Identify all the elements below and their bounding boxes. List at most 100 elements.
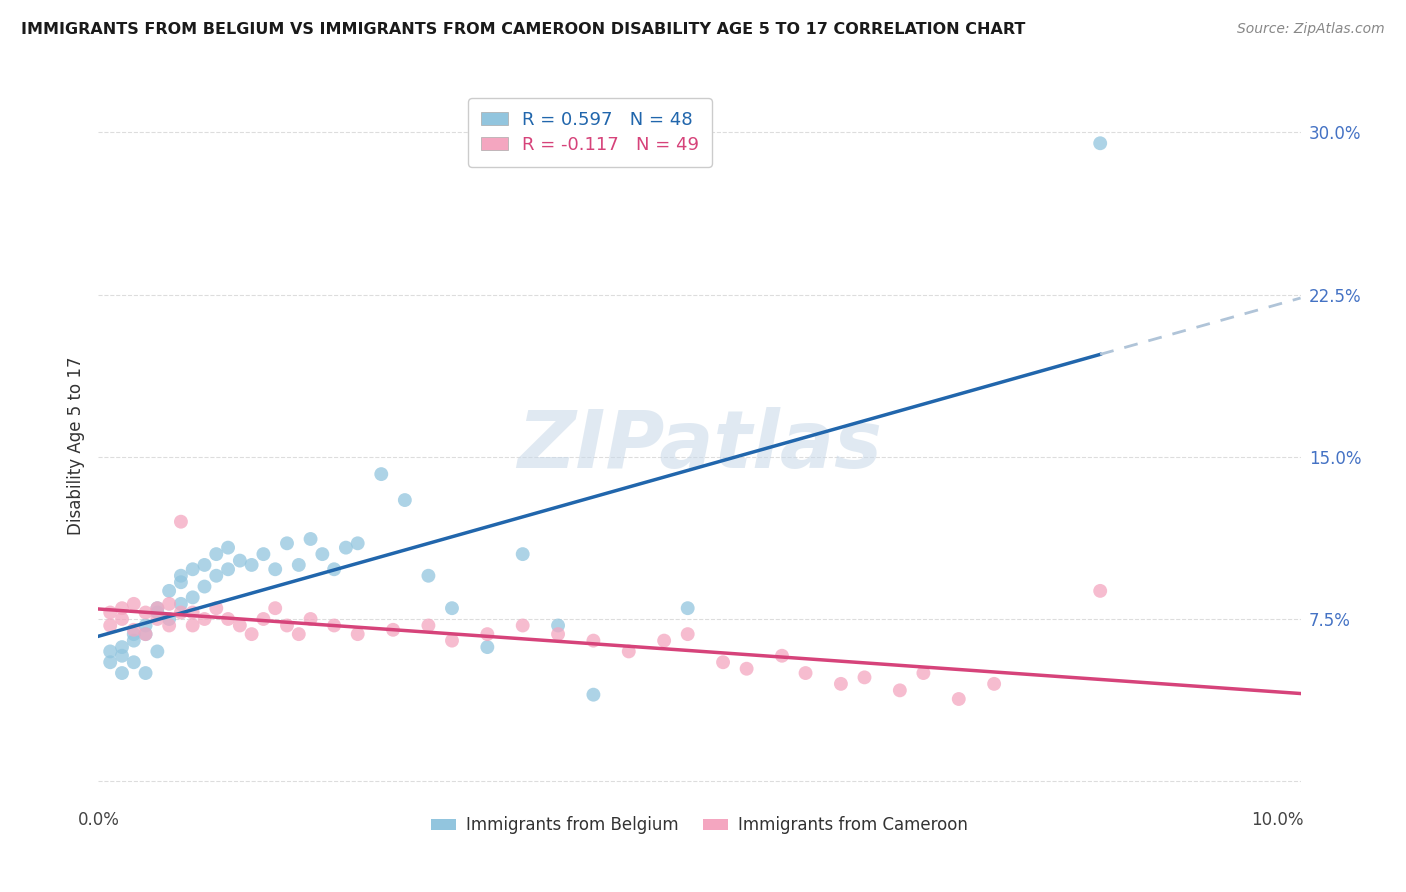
Point — [135, 618, 157, 632]
Point — [98, 618, 121, 632]
Point — [830, 677, 852, 691]
Point — [547, 618, 569, 632]
Point — [335, 541, 357, 555]
Point — [135, 627, 157, 641]
Y-axis label: Disability Age 5 to 17: Disability Age 5 to 17 — [66, 357, 84, 535]
Point — [170, 606, 193, 620]
Point — [477, 627, 499, 641]
Point — [276, 618, 298, 632]
Point — [440, 633, 463, 648]
Text: IMMIGRANTS FROM BELGIUM VS IMMIGRANTS FROM CAMEROON DISABILITY AGE 5 TO 17 CORRE: IMMIGRANTS FROM BELGIUM VS IMMIGRANTS FR… — [21, 22, 1025, 37]
Point — [229, 618, 252, 632]
Point — [122, 655, 145, 669]
Point — [157, 618, 180, 632]
Point — [146, 644, 169, 658]
Point — [111, 648, 134, 663]
Point — [122, 597, 145, 611]
Point — [146, 606, 169, 620]
Point — [98, 644, 121, 658]
Point — [170, 515, 193, 529]
Point — [146, 612, 169, 626]
Point — [146, 601, 169, 615]
Text: ZIPatlas: ZIPatlas — [517, 407, 882, 485]
Point — [252, 547, 274, 561]
Point — [205, 601, 228, 615]
Point — [193, 612, 215, 626]
Point — [311, 547, 333, 561]
Point — [735, 662, 758, 676]
Point — [229, 553, 252, 567]
Point — [170, 597, 193, 611]
Legend: Immigrants from Belgium, Immigrants from Cameroon: Immigrants from Belgium, Immigrants from… — [425, 810, 974, 841]
Point — [205, 568, 228, 582]
Text: Source: ZipAtlas.com: Source: ZipAtlas.com — [1237, 22, 1385, 37]
Point — [135, 627, 157, 641]
Point — [193, 580, 215, 594]
Point — [418, 568, 440, 582]
Point — [146, 601, 169, 615]
Point — [217, 541, 239, 555]
Point — [217, 562, 239, 576]
Point — [170, 575, 193, 590]
Point — [181, 606, 204, 620]
Point — [252, 612, 274, 626]
Point — [889, 683, 911, 698]
Point — [512, 547, 534, 561]
Point — [512, 618, 534, 632]
Point — [477, 640, 499, 654]
Point — [346, 627, 368, 641]
Point — [346, 536, 368, 550]
Point — [205, 547, 228, 561]
Point — [193, 558, 215, 572]
Point — [299, 612, 322, 626]
Point — [111, 612, 134, 626]
Point — [983, 677, 1005, 691]
Point — [135, 606, 157, 620]
Point — [264, 562, 287, 576]
Point — [1088, 583, 1111, 598]
Point — [853, 670, 876, 684]
Point — [299, 532, 322, 546]
Point — [288, 558, 311, 572]
Point — [948, 692, 970, 706]
Point — [98, 606, 121, 620]
Point — [370, 467, 392, 482]
Point — [652, 633, 675, 648]
Point — [157, 597, 180, 611]
Point — [157, 612, 180, 626]
Point — [240, 627, 263, 641]
Point — [676, 627, 699, 641]
Point — [617, 644, 640, 658]
Point — [582, 688, 605, 702]
Point — [711, 655, 734, 669]
Point — [111, 640, 134, 654]
Point — [240, 558, 263, 572]
Point — [111, 666, 134, 681]
Point — [111, 601, 134, 615]
Point — [1088, 136, 1111, 151]
Point — [122, 627, 145, 641]
Point — [135, 666, 157, 681]
Point — [440, 601, 463, 615]
Point — [181, 591, 204, 605]
Point — [323, 562, 346, 576]
Point — [547, 627, 569, 641]
Point — [323, 618, 346, 632]
Point — [181, 618, 204, 632]
Point — [382, 623, 405, 637]
Point — [122, 633, 145, 648]
Point — [122, 623, 145, 637]
Point — [276, 536, 298, 550]
Point — [264, 601, 287, 615]
Point — [217, 612, 239, 626]
Point — [181, 562, 204, 576]
Point — [676, 601, 699, 615]
Point — [98, 655, 121, 669]
Point — [794, 666, 817, 681]
Point — [418, 618, 440, 632]
Point — [170, 568, 193, 582]
Point — [582, 633, 605, 648]
Point — [394, 493, 416, 508]
Point — [157, 583, 180, 598]
Point — [912, 666, 935, 681]
